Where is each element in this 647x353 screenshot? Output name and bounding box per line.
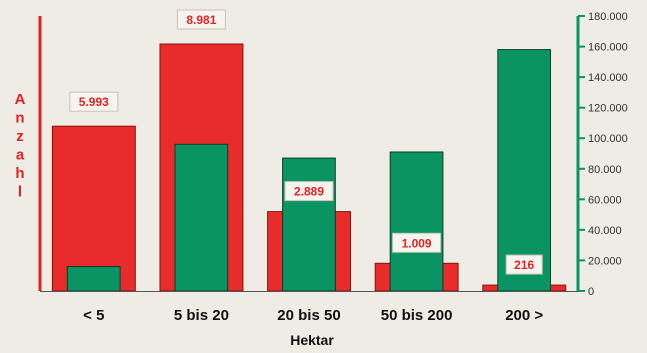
right-tick-label-2: 40.000 (588, 225, 622, 237)
data-label-4: 216 (514, 258, 534, 272)
data-labels: 5.993 8.981 2.889 1.009 216 (69, 9, 543, 275)
right-tick-label-0: 0 (588, 286, 594, 298)
x-axis-title: Hektar (290, 332, 334, 348)
y-title-letter-1: n (15, 110, 24, 127)
data-label-box-4 (505, 254, 543, 275)
right-axis-ticks: 0 20.000 40.000 60.000 80.000 100.000 120.000 1… (578, 11, 628, 298)
data-label-box-2 (284, 181, 334, 202)
right-tick-label-7: 140.000 (588, 72, 628, 84)
right-tick-label-1: 20.000 (588, 255, 622, 267)
right-tick-label-3: 60.000 (588, 194, 622, 206)
y-title-letter-0: A (15, 91, 26, 108)
right-tick-label-6: 120.000 (588, 103, 628, 115)
bar-right-0 (66, 266, 121, 292)
bar-right-4 (497, 49, 551, 292)
data-label-0: 5.993 (79, 95, 109, 109)
right-tick-label-5: 100.000 (588, 133, 628, 145)
bar-right-3 (389, 151, 444, 292)
axes (38, 16, 580, 292)
y-title-letter-2: z (16, 128, 24, 145)
y-title-letter-3: a (16, 147, 25, 164)
y-title-letter-5: l (18, 184, 22, 201)
category-label-3: 50 bis 200 (381, 307, 453, 324)
data-label-box-1 (176, 9, 226, 30)
bar-right-1 (174, 143, 229, 292)
y-title-letter-4: h (15, 165, 24, 182)
data-label-box-3 (392, 232, 442, 253)
data-label-2: 2.889 (294, 185, 324, 199)
right-tick-label-8: 160.000 (588, 42, 628, 54)
category-label-1: 5 bis 20 (174, 307, 229, 324)
bar-left-0 (51, 125, 136, 292)
right-series-bars (66, 49, 551, 292)
category-label-0: < 5 (83, 307, 104, 324)
category-label-4: 200 > (505, 307, 543, 324)
right-tick-label-9: 180.000 (588, 11, 628, 23)
category-label-2: 20 bis 50 (277, 307, 340, 324)
data-label-1: 8.981 (186, 13, 216, 27)
data-label-3: 1.009 (402, 236, 432, 250)
bar-right-2 (282, 157, 336, 292)
category-labels: < 5 5 bis 20 20 bis 50 50 bis 200 200 > (83, 307, 543, 324)
right-tick-label-4: 80.000 (588, 164, 622, 176)
data-label-box-0 (69, 91, 119, 112)
